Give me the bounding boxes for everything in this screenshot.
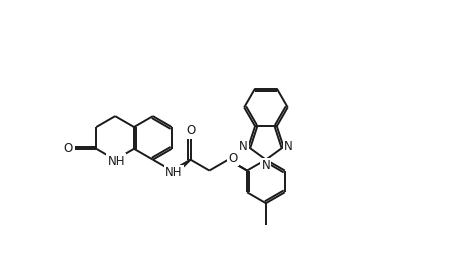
Text: O: O [63,142,72,155]
Text: NH: NH [165,166,183,179]
Text: O: O [229,152,238,165]
Text: O: O [186,124,195,138]
Text: N: N [261,159,270,172]
Text: NH: NH [107,155,125,168]
Text: N: N [239,140,248,154]
Text: N: N [284,140,293,154]
